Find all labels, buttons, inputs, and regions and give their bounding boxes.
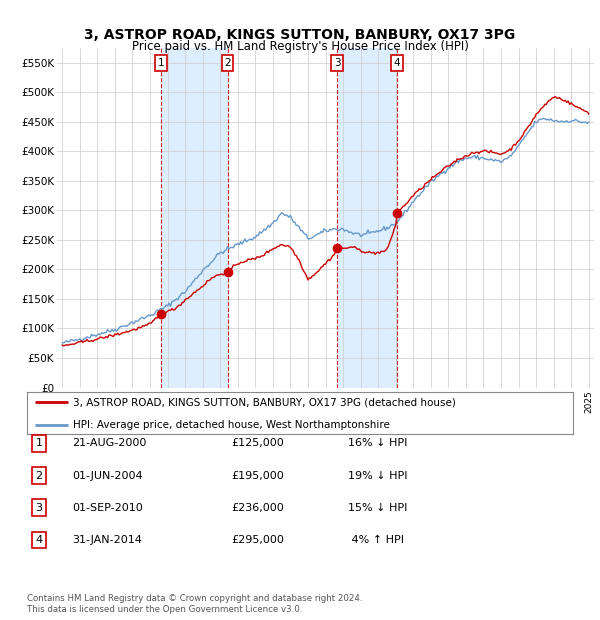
Text: 19% ↓ HPI: 19% ↓ HPI bbox=[348, 471, 407, 480]
Text: 1: 1 bbox=[158, 58, 164, 68]
Text: Price paid vs. HM Land Registry's House Price Index (HPI): Price paid vs. HM Land Registry's House … bbox=[131, 40, 469, 53]
Text: 4: 4 bbox=[394, 58, 400, 68]
Text: Contains HM Land Registry data © Crown copyright and database right 2024.
This d: Contains HM Land Registry data © Crown c… bbox=[27, 595, 362, 614]
Text: 3, ASTROP ROAD, KINGS SUTTON, BANBURY, OX17 3PG: 3, ASTROP ROAD, KINGS SUTTON, BANBURY, O… bbox=[85, 28, 515, 42]
Text: 1: 1 bbox=[35, 438, 43, 448]
Bar bbox=[337, 48, 397, 388]
Text: 3, ASTROP ROAD, KINGS SUTTON, BANBURY, OX17 3PG (detached house): 3, ASTROP ROAD, KINGS SUTTON, BANBURY, O… bbox=[73, 397, 456, 407]
Text: 15% ↓ HPI: 15% ↓ HPI bbox=[348, 503, 407, 513]
Text: 16% ↓ HPI: 16% ↓ HPI bbox=[348, 438, 407, 448]
Text: £125,000: £125,000 bbox=[231, 438, 284, 448]
Bar bbox=[161, 48, 227, 388]
Text: £195,000: £195,000 bbox=[231, 471, 284, 480]
Text: 31-JAN-2014: 31-JAN-2014 bbox=[72, 535, 142, 545]
Text: £236,000: £236,000 bbox=[231, 503, 284, 513]
Text: 3: 3 bbox=[334, 58, 341, 68]
Text: £295,000: £295,000 bbox=[231, 535, 284, 545]
Text: 4: 4 bbox=[35, 535, 43, 545]
Text: 01-JUN-2004: 01-JUN-2004 bbox=[72, 471, 143, 480]
Text: 01-SEP-2010: 01-SEP-2010 bbox=[72, 503, 143, 513]
Text: HPI: Average price, detached house, West Northamptonshire: HPI: Average price, detached house, West… bbox=[73, 420, 390, 430]
Text: 21-AUG-2000: 21-AUG-2000 bbox=[72, 438, 146, 448]
Text: 4% ↑ HPI: 4% ↑ HPI bbox=[348, 535, 404, 545]
Text: 3: 3 bbox=[35, 503, 43, 513]
Text: 2: 2 bbox=[224, 58, 231, 68]
Text: 2: 2 bbox=[35, 471, 43, 480]
